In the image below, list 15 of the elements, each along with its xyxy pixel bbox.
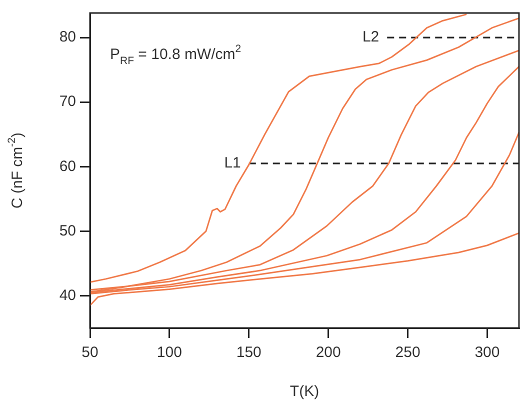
y-tick-label: 40 [59,286,76,304]
x-tick-label: 200 [316,344,341,362]
x-tick-label: 50 [82,344,98,362]
y-tick-label: 70 [59,93,76,110]
series-label: L2 [362,28,380,46]
y-tick-label: 60 [59,158,76,175]
x-tick-label: 100 [156,344,182,362]
x-tick-label: 150 [236,344,262,362]
y-tick-label: 80 [59,28,76,46]
x-tick-label: 250 [395,344,420,362]
x-tick-label: 300 [474,344,500,362]
y-tick-label: 50 [59,222,76,240]
series-label: L1 [224,154,241,172]
y-axis-title: C (nF cm-2) [6,132,26,208]
x-axis-title: T(K) [290,383,320,400]
